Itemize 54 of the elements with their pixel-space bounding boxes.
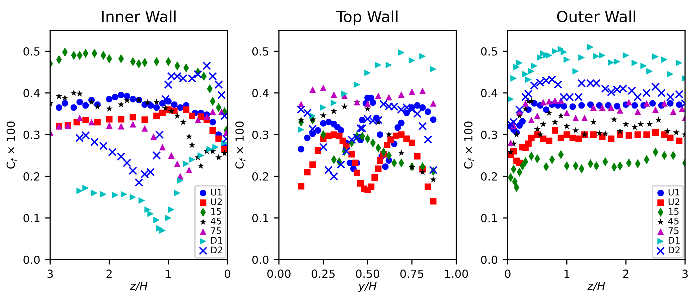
y-tick-label: 0.2	[24, 172, 40, 181]
y-tick-label: 0.5	[481, 47, 498, 56]
y-axis-title: C$_{f}$ × 100	[6, 122, 17, 169]
legend-label: D2	[211, 246, 222, 254]
x-axis-title: y/H	[358, 282, 377, 292]
x-tick-label: 0.00	[268, 270, 291, 278]
y-tick-label: 0.3	[481, 130, 498, 140]
x-axis-title: z/H	[588, 282, 606, 292]
x-tick-label: 0.50	[356, 270, 380, 278]
chart-title: Top Wall	[336, 10, 398, 26]
legend-label: U2	[211, 198, 222, 206]
legend-label: U1	[211, 189, 222, 196]
x-tick-label: 0.75	[400, 270, 424, 278]
x-tick-label: 1	[166, 270, 172, 278]
y-tick-label: 0.5	[252, 47, 268, 56]
y-tick-label: 0.0	[481, 256, 498, 264]
x-tick-label: 1	[564, 270, 570, 278]
y-tick-label: 0.1	[24, 214, 40, 223]
legend-label: 75	[668, 228, 679, 234]
chart-title: Inner Wall	[102, 10, 176, 23]
x-axis-title: z/H	[130, 282, 148, 292]
legend-label: D1	[668, 237, 680, 244]
x-tick-label: 3	[682, 270, 688, 278]
x-tick-label: 0.25	[312, 270, 335, 278]
x-tick-label: 0	[505, 270, 511, 278]
y-tick-label: 0.4	[481, 89, 498, 98]
y-tick-label: 0.3	[24, 130, 40, 140]
x-tick-label: 1.00	[445, 270, 468, 278]
y-tick-label: 0.4	[24, 89, 40, 98]
x-tick-label: 0	[224, 270, 231, 278]
y-axis-title: C$_{f}$ × 100	[464, 122, 474, 169]
legend-label: 75	[211, 228, 222, 234]
y-tick-label: 0.3	[252, 130, 269, 140]
y-tick-label: 0.2	[481, 172, 498, 181]
x-tick-label: 2	[623, 270, 629, 278]
y-tick-label: 0.4	[252, 89, 269, 98]
legend-label: D1	[211, 237, 222, 244]
y-tick-label: 0.1	[481, 214, 498, 223]
legend-label: 15	[669, 208, 679, 216]
legend-label: 15	[212, 208, 222, 216]
y-tick-label: 0.0	[252, 256, 269, 264]
legend-label: U1	[668, 189, 680, 196]
x-tick-label: 2	[106, 270, 112, 278]
legend-label: U2	[668, 198, 680, 206]
x-tick-label: 3	[48, 270, 54, 278]
chart-title: Outer Wall	[557, 10, 636, 23]
y-tick-label: 0.0	[24, 256, 40, 264]
y-tick-label: 0.1	[252, 214, 268, 223]
legend-label: 45	[668, 218, 679, 225]
y-tick-label: 0.2	[252, 172, 268, 181]
y-tick-label: 0.5	[24, 47, 40, 56]
legend-label: 45	[210, 218, 222, 225]
y-axis-title: C$_{f}$ × 100	[236, 122, 246, 169]
legend-label: D2	[668, 246, 680, 254]
